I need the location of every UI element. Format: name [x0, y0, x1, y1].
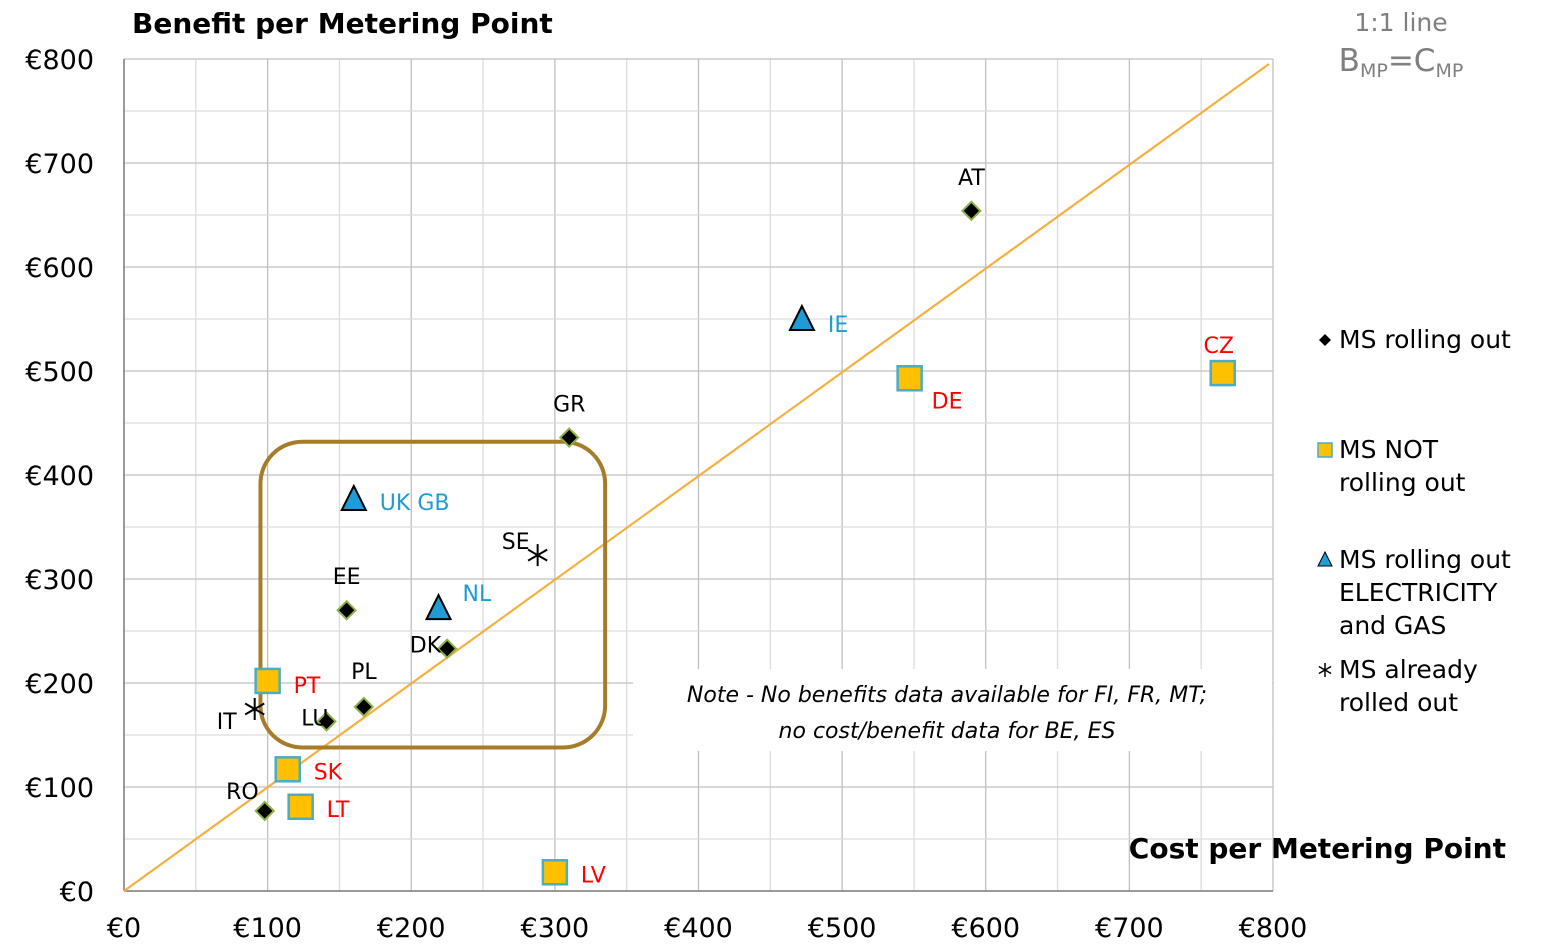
legend-label: MS rolling out	[1339, 545, 1511, 574]
tick-labels: €0 €100 €200 €300 €400 €500 €600 €700 €800 €0 €100…	[25, 45, 1307, 944]
legend-item: MS NOT rolling out	[1317, 435, 1466, 497]
x-tick-label: €700	[1095, 913, 1164, 944]
asterisk-stroke	[244, 702, 265, 716]
point-label-cz: CZ	[1204, 334, 1234, 359]
legend-item: MS rolling out	[1319, 325, 1511, 354]
point-label-lu: LU	[301, 706, 328, 731]
reference-line-name: 1:1 line	[1354, 8, 1447, 37]
x-tick-label: €0	[107, 913, 141, 944]
note-line: Note - No benefits data available for FI…	[687, 683, 1207, 708]
y-tick-label: €100	[25, 773, 94, 804]
x-tick-label: €500	[808, 913, 877, 944]
point-label-ro: RO	[226, 780, 259, 805]
y-tick-label: €200	[25, 669, 94, 700]
point-label-dk: DK	[410, 634, 442, 659]
point-label-uk-gb: UK GB	[380, 491, 450, 516]
data-point-gr	[558, 427, 580, 448]
point-label-pl: PL	[351, 660, 377, 685]
y-tick-label: €500	[25, 357, 94, 388]
note: Note - No benefits data available for FI…	[633, 669, 1272, 751]
reference-line-formula: BMP=CMP	[1339, 43, 1464, 82]
data-point-uk-gb	[340, 483, 368, 511]
point-label-lt: LT	[327, 798, 350, 823]
legend-marker-triangle	[1317, 550, 1333, 567]
legend-label: rolled out	[1339, 688, 1458, 717]
point-label-de: DE	[932, 389, 963, 414]
x-tick-label: €400	[664, 913, 733, 944]
data-point-se	[527, 544, 548, 567]
data-point-sk	[274, 756, 301, 783]
point-label-ee: EE	[333, 565, 361, 590]
legend-marker-diamond	[1319, 334, 1331, 346]
asterisk-stroke	[527, 548, 548, 562]
legend: MS rolling out MS NOT rolling out MS rollin…	[1317, 325, 1511, 717]
legend-label: ELECTRICITY	[1339, 578, 1498, 607]
highlight-box	[258, 439, 608, 750]
reference-line	[123, 63, 1270, 892]
legend-label: and GAS	[1339, 611, 1446, 640]
legend-label: MS already	[1339, 655, 1478, 684]
point-label-gr: GR	[553, 393, 585, 418]
data-point-ee	[336, 599, 358, 621]
data-point-pt	[254, 667, 281, 695]
legend-marker-asterisk	[1318, 665, 1332, 675]
point-label-pt: PT	[294, 674, 321, 699]
note-line: no cost/benefit data for BE, ES	[779, 719, 1116, 744]
x-tick-label: €300	[521, 913, 590, 944]
data-point-ie	[788, 303, 816, 332]
axes	[123, 59, 1273, 892]
y-tick-label: €0	[60, 877, 94, 908]
note-background	[633, 669, 1272, 751]
point-label-at: AT	[958, 166, 985, 191]
y-tick-label: €600	[25, 253, 94, 284]
data-point-dk	[436, 638, 458, 660]
x-tick-label: €100	[233, 913, 302, 944]
x-tick-label: €200	[377, 913, 446, 944]
y-tick-label: €400	[25, 461, 94, 492]
chart-title: Benefit per Metering Point	[132, 7, 553, 40]
y-tick-label: €800	[25, 45, 94, 76]
legend-label: rolling out	[1339, 468, 1466, 497]
data-point-cz	[1209, 359, 1236, 387]
data-point-ro	[254, 800, 276, 822]
point-labels: AT GR EE DK PL LU RO CZ DE PT SK LT LV IE UK GB NL SE IT	[217, 166, 1234, 888]
x-axis-title: Cost per Metering Point	[1129, 832, 1506, 865]
legend-label: MS NOT	[1339, 435, 1439, 464]
legend-label: MS rolling out	[1339, 325, 1511, 354]
point-label-se: SE	[502, 530, 530, 555]
y-tick-label: €300	[25, 565, 94, 596]
data-points	[244, 200, 1236, 886]
one-to-one-line	[123, 63, 1270, 892]
point-label-nl: NL	[463, 582, 492, 607]
data-point-de	[896, 365, 923, 392]
y-tick-label: €700	[25, 149, 94, 180]
data-point-nl	[424, 592, 453, 621]
data-point-pl	[353, 696, 375, 718]
highlight-rectangle	[258, 439, 608, 750]
x-tick-label: €600	[951, 913, 1020, 944]
data-point-at	[960, 200, 982, 222]
point-label-lv: LV	[581, 863, 606, 888]
legend-item: MS rolling out ELECTRICITY and GAS	[1317, 545, 1511, 640]
data-point-lv	[541, 859, 569, 886]
point-label-it: IT	[217, 710, 237, 735]
x-tick-label: €800	[1239, 913, 1308, 944]
legend-item: MS already rolled out	[1318, 655, 1478, 717]
point-label-sk: SK	[314, 760, 343, 785]
data-point-lt	[287, 793, 314, 821]
legend-marker-square	[1317, 442, 1333, 458]
data-point-it	[244, 698, 265, 720]
data-point-lu	[316, 711, 337, 732]
point-label-ie: IE	[828, 313, 848, 338]
